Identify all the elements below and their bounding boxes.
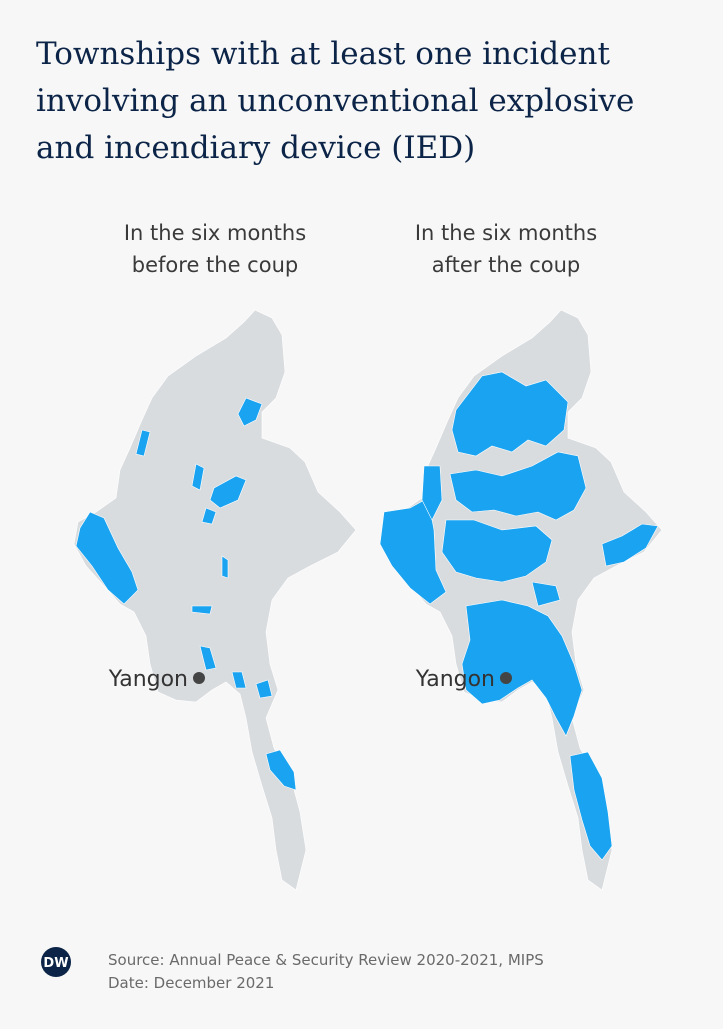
map-before: Yangon bbox=[73, 309, 357, 891]
township-area bbox=[569, 751, 613, 861]
township-area bbox=[191, 605, 213, 615]
country-shape bbox=[73, 309, 357, 891]
panel-subtitle: after the coup bbox=[432, 253, 581, 277]
city-dot bbox=[500, 672, 512, 684]
township-area bbox=[451, 371, 569, 457]
township-area bbox=[135, 429, 151, 457]
title-line: Townships with at least one incident bbox=[36, 36, 610, 72]
logo-text: DW bbox=[43, 956, 68, 971]
township-area bbox=[191, 463, 205, 491]
title-line: and incendiary device (IED) bbox=[36, 130, 475, 166]
city-label: Yangon bbox=[415, 667, 495, 692]
township-area bbox=[221, 555, 229, 579]
township-area bbox=[237, 397, 263, 427]
township-area bbox=[255, 679, 273, 699]
township-area bbox=[601, 523, 659, 567]
township-area bbox=[441, 519, 553, 583]
panel-subtitle: before the coup bbox=[132, 253, 298, 277]
map-after: Yangon bbox=[379, 309, 663, 891]
panel-subtitle: In the six months bbox=[415, 221, 597, 245]
township-area bbox=[421, 465, 443, 521]
township-area bbox=[231, 671, 247, 689]
township-area bbox=[461, 599, 583, 737]
township-area bbox=[265, 749, 297, 791]
source-note: Source: Annual Peace & Security Review 2… bbox=[108, 951, 544, 969]
township-area bbox=[209, 475, 247, 509]
logo-badge bbox=[41, 947, 71, 977]
township-area bbox=[379, 497, 447, 605]
title-line: involving an unconventional explosive bbox=[36, 83, 634, 119]
township-area bbox=[199, 645, 217, 671]
township-area bbox=[449, 451, 587, 521]
city-label: Yangon bbox=[108, 667, 188, 692]
township-area bbox=[75, 511, 139, 605]
township-area bbox=[201, 507, 217, 525]
date-note: Date: December 2021 bbox=[108, 974, 274, 992]
city-dot bbox=[193, 672, 205, 684]
panel-subtitle: In the six months bbox=[124, 221, 306, 245]
township-area bbox=[531, 581, 561, 607]
